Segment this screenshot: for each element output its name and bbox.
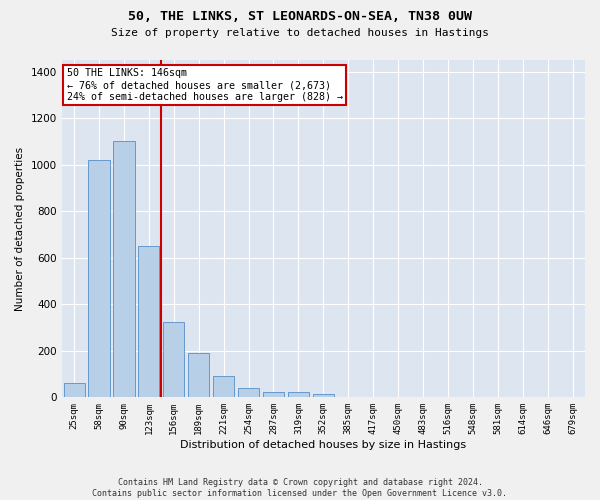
Text: Size of property relative to detached houses in Hastings: Size of property relative to detached ho… xyxy=(111,28,489,38)
Text: 50 THE LINKS: 146sqm
← 76% of detached houses are smaller (2,673)
24% of semi-de: 50 THE LINKS: 146sqm ← 76% of detached h… xyxy=(67,68,343,102)
Text: Contains HM Land Registry data © Crown copyright and database right 2024.
Contai: Contains HM Land Registry data © Crown c… xyxy=(92,478,508,498)
Bar xyxy=(163,322,184,398)
Bar xyxy=(263,392,284,398)
Bar xyxy=(288,392,309,398)
Bar xyxy=(88,160,110,398)
Bar xyxy=(138,246,160,398)
Bar xyxy=(113,142,134,398)
Bar xyxy=(64,384,85,398)
Bar xyxy=(213,376,234,398)
Bar xyxy=(313,394,334,398)
Bar xyxy=(238,388,259,398)
Bar xyxy=(188,353,209,398)
X-axis label: Distribution of detached houses by size in Hastings: Distribution of detached houses by size … xyxy=(180,440,466,450)
Y-axis label: Number of detached properties: Number of detached properties xyxy=(15,146,25,310)
Text: 50, THE LINKS, ST LEONARDS-ON-SEA, TN38 0UW: 50, THE LINKS, ST LEONARDS-ON-SEA, TN38 … xyxy=(128,10,472,23)
